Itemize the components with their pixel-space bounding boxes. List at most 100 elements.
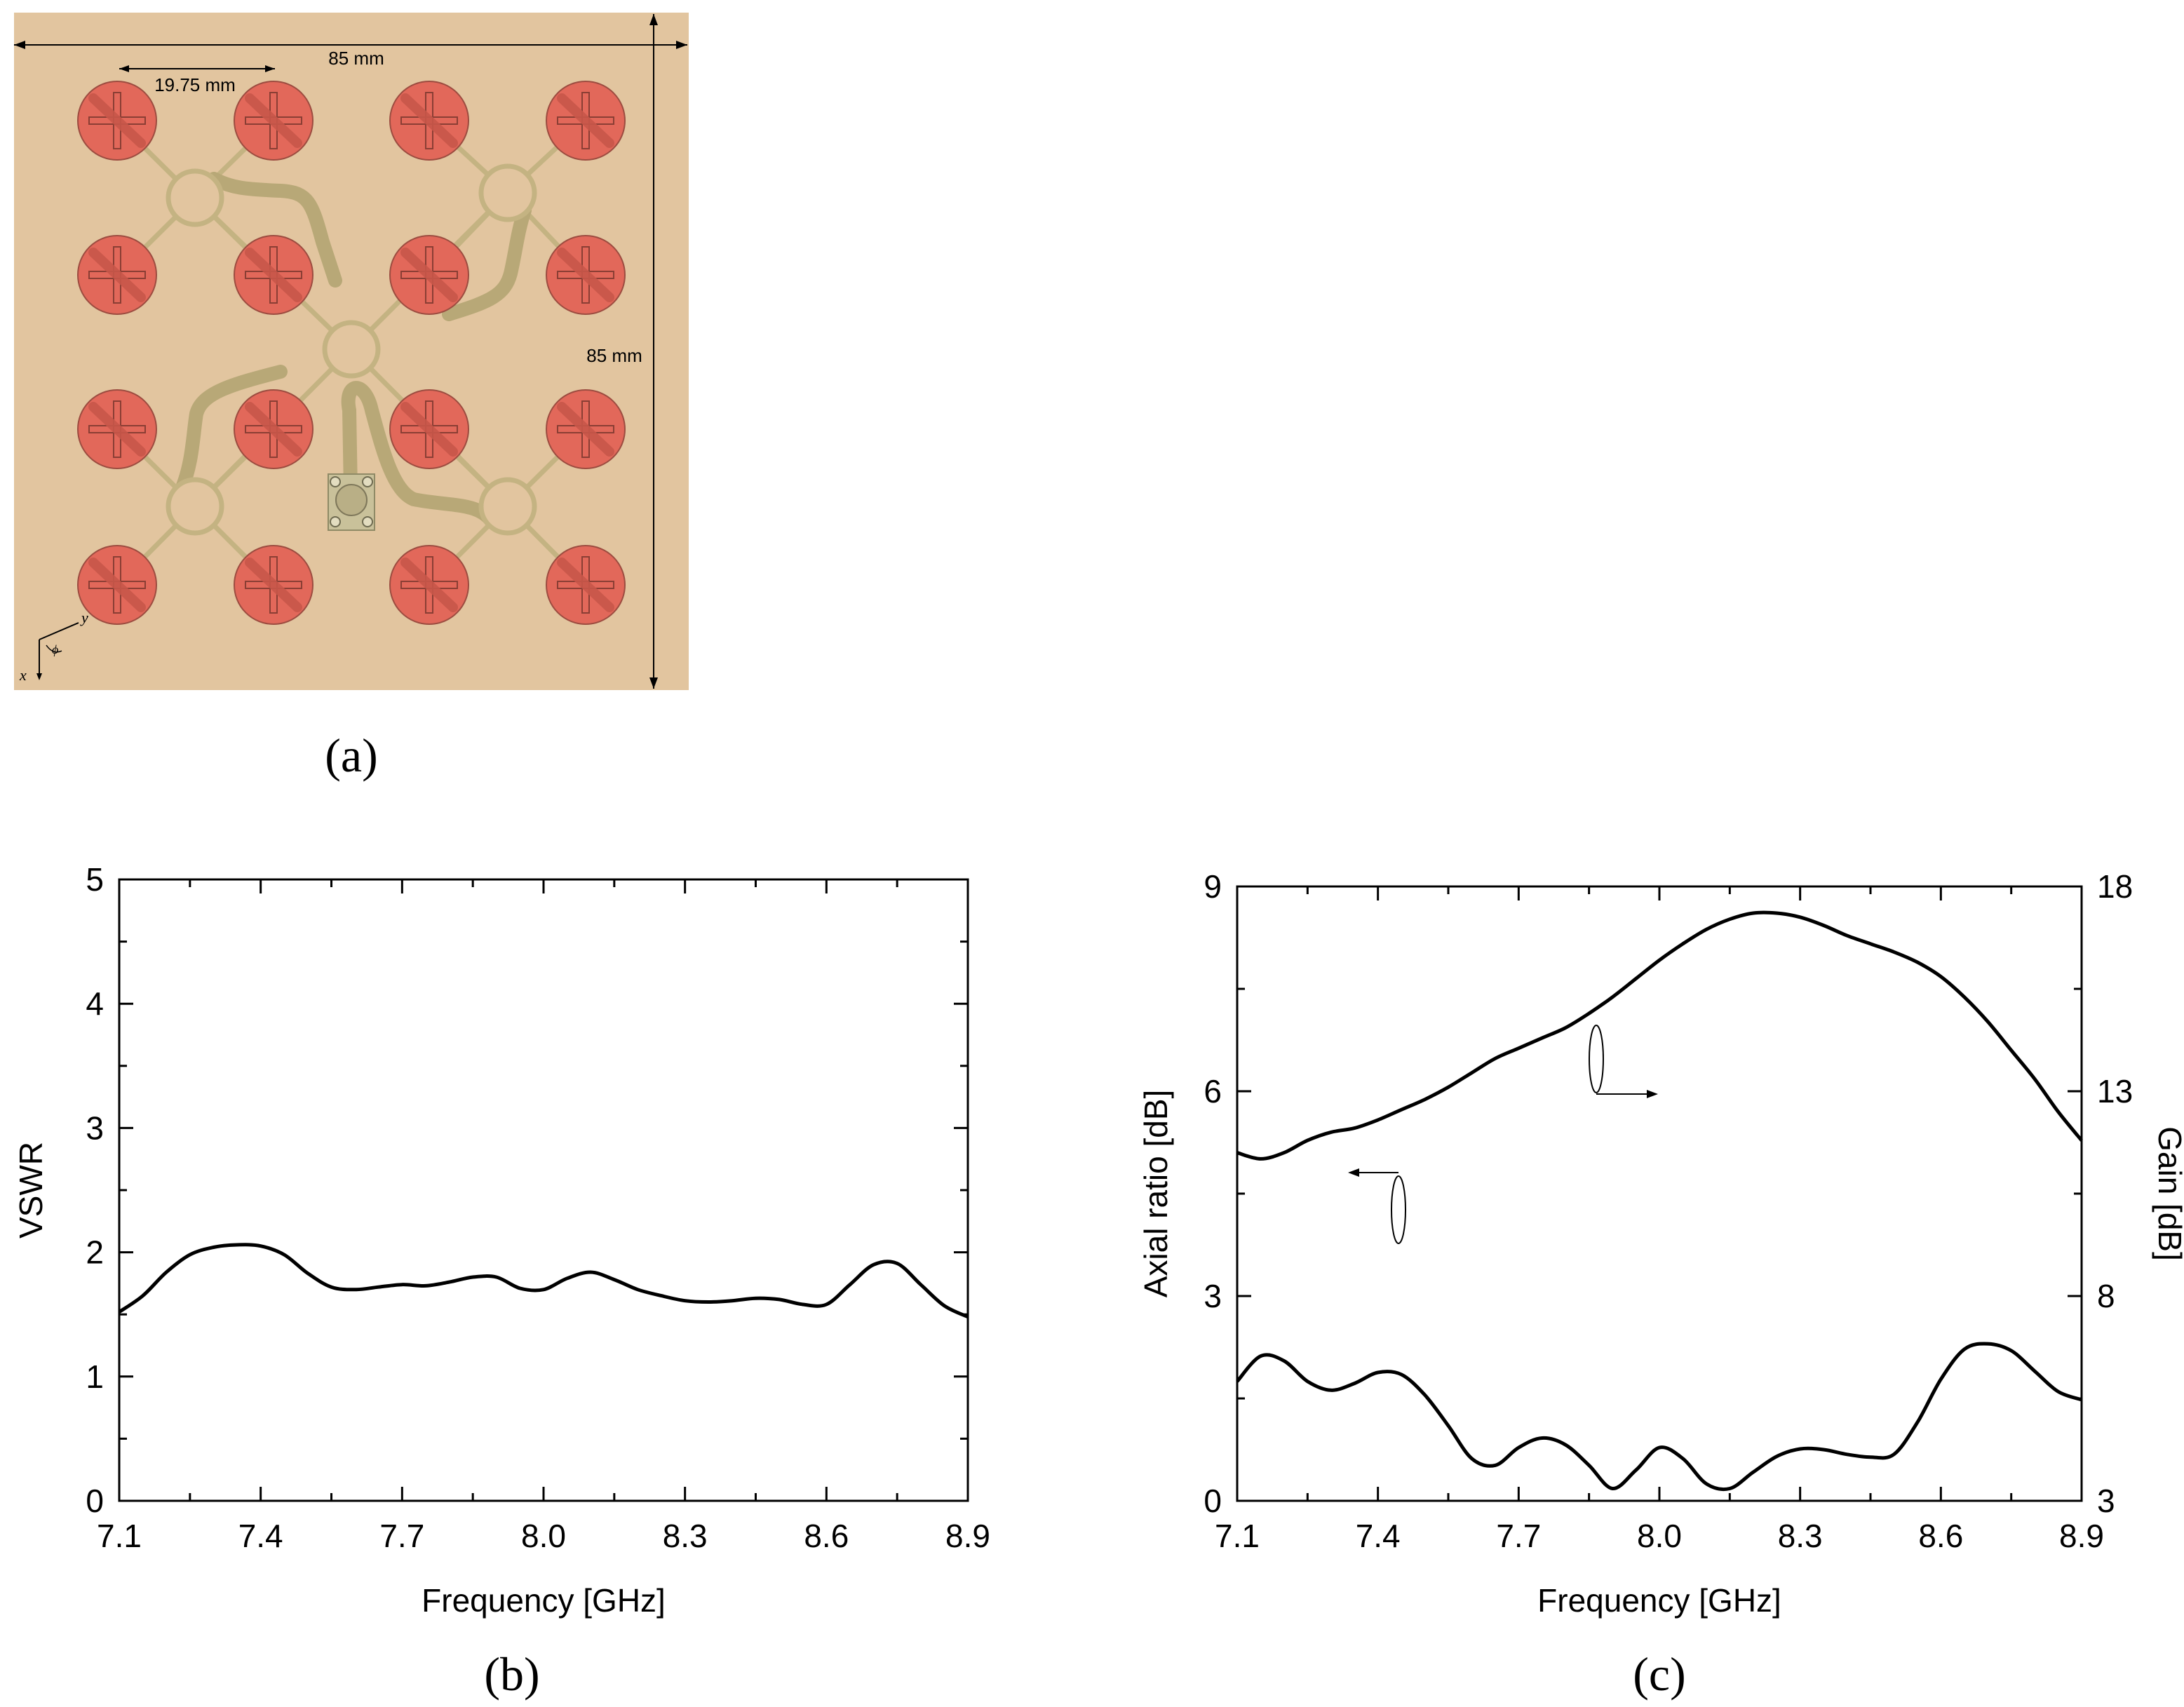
- x-tick-label: 8.0: [521, 1518, 566, 1554]
- ar-gain-ticks: 7.1 7.4 7.7 8.0 8.3 8.6 8.9 0 3 6 9 3 8 13 18: [1204, 868, 2133, 1554]
- y-tick-label: 2: [86, 1234, 104, 1271]
- x-tick-label: 7.4: [238, 1518, 283, 1554]
- gain-axis-indicator: [1589, 1025, 1658, 1098]
- x-tick-label: 7.1: [97, 1518, 142, 1554]
- y-tick-label: 0: [86, 1483, 104, 1519]
- patch-feed-strip: [400, 402, 458, 457]
- height-dimension: 85 mm: [586, 14, 658, 689]
- y-tick-label: 9: [1204, 868, 1222, 905]
- vswr-ticks: 7.1 7.4 7.7 8.0 8.3 8.6 8.9 0 1 2 3 4 5: [86, 861, 990, 1554]
- panel-b-label: (b): [484, 1647, 539, 1701]
- x-tick-label: 8.9: [2059, 1518, 2104, 1554]
- y2-tick-label: 8: [2097, 1278, 2115, 1314]
- power-divider-ring: [322, 320, 381, 379]
- meander-line: [442, 203, 532, 321]
- x-tick-label: 8.0: [1637, 1518, 1682, 1554]
- power-divider-ring: [478, 477, 537, 536]
- axial-ratio-gain-panel: 7.1 7.4 7.7 8.0 8.3 8.6 8.9 0 3 6 9 3 8 13 18 Frequenc…: [1138, 868, 2184, 1701]
- vswr-x-axis-title: Frequency [GHz]: [422, 1582, 666, 1619]
- patch-feed-strip: [88, 248, 146, 302]
- x-tick-label: 8.3: [663, 1518, 708, 1554]
- patch-element: [546, 389, 626, 469]
- patch-element: [389, 235, 469, 315]
- vswr-y-axis-title: VSWR: [13, 1142, 49, 1239]
- patch-feed-strip: [245, 402, 302, 457]
- y-tick-label: 1: [86, 1358, 104, 1395]
- patch-element: [389, 545, 469, 625]
- meander-line: [174, 365, 288, 498]
- coordinate-system: y x ϕ: [19, 609, 88, 684]
- vswr-plot-frame: [118, 878, 969, 1502]
- meander-line: [341, 381, 498, 527]
- y-tick-label: 0: [1204, 1483, 1222, 1519]
- patch-element: [546, 235, 626, 315]
- y-tick-label: 6: [1204, 1073, 1222, 1109]
- antenna-layout-panel: 85 mm 19.75 mm 85 mm y x ϕ (a): [14, 13, 689, 782]
- axial-ratio-curve: [1236, 1342, 2082, 1492]
- y-tick-label: 4: [86, 985, 104, 1022]
- x-axis-label: x: [19, 666, 27, 684]
- x-tick-label: 7.4: [1356, 1518, 1401, 1554]
- patch-array: [77, 81, 626, 625]
- patch-feed-strip: [400, 93, 458, 148]
- x-tick-label: 7.7: [1496, 1518, 1541, 1554]
- patch-element: [77, 235, 157, 315]
- x-tick-label: 8.3: [1778, 1518, 1823, 1554]
- phi-label: ϕ: [52, 642, 58, 656]
- height-dimension-label: 85 mm: [586, 345, 642, 366]
- y2-tick-label: 13: [2097, 1073, 2133, 1109]
- patch-element: [77, 81, 157, 161]
- power-divider-ring: [166, 477, 224, 536]
- patch-element: [234, 545, 314, 625]
- patch-feed-strip: [400, 248, 458, 302]
- sma-connector: [328, 473, 375, 531]
- patch-feed-strip: [245, 558, 302, 612]
- gain-y-axis-title: Gain [dB]: [2152, 1126, 2184, 1261]
- y-tick-label: 3: [86, 1109, 104, 1146]
- patch-element: [546, 545, 626, 625]
- patch-feed-strip: [245, 93, 302, 148]
- x-tick-label: 8.6: [1918, 1518, 1963, 1554]
- y-axis-label: y: [80, 609, 88, 626]
- patch-feed-strip: [557, 402, 614, 457]
- power-divider-ring: [166, 168, 224, 227]
- panel-a-label: (a): [325, 729, 377, 782]
- panel-c-label: (c): [1633, 1647, 1685, 1701]
- x-tick-label: 8.6: [804, 1518, 849, 1554]
- patch-feed-strip: [88, 402, 146, 457]
- patch-element: [77, 545, 157, 625]
- patch-feed-strip: [400, 558, 458, 612]
- width-dimension-label: 85 mm: [328, 48, 384, 69]
- width-dimension: 85 mm: [14, 41, 687, 69]
- meander-line: [207, 172, 342, 288]
- patch-feed-strip: [88, 558, 146, 612]
- patch-element: [234, 389, 314, 469]
- patch-element: [77, 389, 157, 469]
- y-tick-label: 5: [86, 861, 104, 898]
- patch-element: [389, 389, 469, 469]
- pitch-dimension-label: 19.75 mm: [154, 74, 236, 95]
- x-tick-label: 8.9: [945, 1518, 990, 1554]
- vswr-panel: 7.1 7.4 7.7 8.0 8.3 8.6 8.9 0 1 2 3 4 5 Frequency [G…: [13, 861, 990, 1701]
- pitch-dimension: 19.75 mm: [119, 65, 275, 95]
- x-tick-label: 7.1: [1215, 1518, 1260, 1554]
- patch-feed-strip: [245, 248, 302, 302]
- patch-element: [234, 81, 314, 161]
- patch-feed-strip: [557, 248, 614, 302]
- y-tick-label: 3: [1204, 1278, 1222, 1314]
- gain-curve: [1236, 910, 2083, 1161]
- axial-ratio-y-axis-title: Axial ratio [dB]: [1138, 1090, 1174, 1298]
- patch-element: [234, 235, 314, 315]
- y2-tick-label: 18: [2097, 868, 2133, 905]
- axial-ratio-axis-indicator: [1348, 1168, 1406, 1244]
- patch-feed-strip: [557, 558, 614, 612]
- vswr-curve: [118, 1243, 969, 1318]
- x-tick-label: 7.7: [379, 1518, 424, 1554]
- patch-element: [546, 81, 626, 161]
- y2-tick-label: 3: [2097, 1483, 2115, 1519]
- patch-feed-strip: [88, 93, 146, 148]
- ar-gain-x-axis-title: Frequency [GHz]: [1537, 1582, 1781, 1619]
- power-divider-ring: [478, 163, 537, 222]
- ar-gain-plot-frame: [1236, 885, 2083, 1502]
